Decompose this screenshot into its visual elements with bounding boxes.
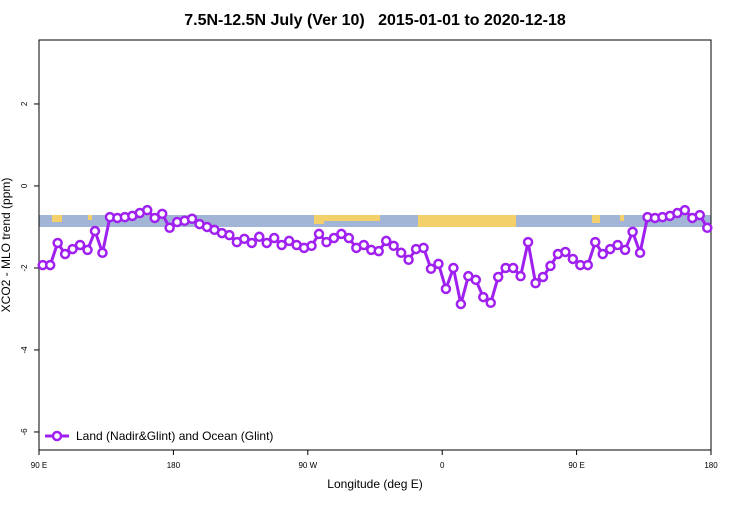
data-point	[59, 248, 71, 260]
data-point	[448, 262, 459, 274]
land	[418, 215, 516, 227]
chart-title: 7.5N-12.5N July (Ver 10) 2015-01-01 to 2…	[184, 12, 566, 29]
x-tick-label: 180	[167, 461, 181, 470]
data-point	[507, 262, 519, 274]
y-tick-label: -6	[20, 428, 29, 436]
plot-frame	[38, 39, 712, 451]
x-tick-label: 90 W	[298, 461, 317, 470]
x-tick-label: 90 E	[568, 461, 584, 470]
data-point	[702, 222, 713, 234]
data-point	[246, 237, 258, 249]
data-point	[537, 271, 549, 283]
data-point	[313, 228, 325, 240]
data-point	[560, 246, 571, 258]
land	[620, 215, 624, 221]
data-point	[612, 239, 623, 251]
x-axis-label: Longitude (deg E)	[327, 477, 422, 491]
data-point	[478, 291, 489, 303]
data-point	[567, 253, 579, 265]
data-point	[321, 236, 332, 248]
data-point	[343, 232, 355, 244]
data-point	[619, 244, 631, 256]
data-point	[336, 228, 347, 240]
data-point	[418, 242, 429, 254]
data-point	[485, 297, 496, 309]
land	[324, 215, 380, 221]
data-point	[82, 244, 93, 256]
x-tick-label: 90 E	[31, 461, 47, 470]
data-point	[634, 247, 646, 259]
data-point	[679, 204, 691, 216]
data-point	[522, 236, 534, 248]
data-point	[89, 225, 101, 237]
data-point	[74, 239, 86, 251]
y-tick-label: 2	[20, 101, 29, 106]
data-point	[268, 232, 280, 244]
data-point	[164, 222, 175, 234]
data-point	[306, 240, 317, 252]
data-point	[186, 213, 198, 225]
x-tick-label: 180	[704, 461, 718, 470]
data-point	[67, 243, 78, 255]
y-axis-label: XCO2 - MLO trend (ppm)	[0, 178, 13, 313]
land	[88, 215, 92, 220]
data-point	[515, 270, 526, 282]
data-point	[156, 208, 168, 220]
data-point	[358, 239, 370, 251]
data-point	[545, 260, 556, 272]
data-point	[149, 212, 160, 224]
data-point	[283, 235, 295, 247]
data-point	[261, 237, 272, 249]
data-point	[142, 204, 153, 216]
data-point	[224, 229, 235, 241]
data-point	[433, 258, 444, 270]
data-point	[52, 237, 63, 249]
data-point	[627, 226, 638, 238]
data-point	[492, 271, 504, 283]
land	[52, 215, 62, 222]
data-point	[97, 247, 108, 259]
data-point	[470, 274, 482, 286]
data-point	[590, 236, 601, 248]
y-tick-label: -2	[20, 264, 29, 272]
data-point	[276, 239, 287, 251]
data-point	[694, 209, 706, 221]
data-point	[425, 263, 437, 275]
data-point	[403, 254, 414, 266]
land	[592, 215, 600, 223]
data-point	[597, 248, 608, 260]
x-tick-label: 0	[440, 461, 445, 470]
y-tick-label: 0	[20, 183, 29, 188]
data-point	[239, 233, 250, 245]
data-point	[254, 231, 265, 243]
y-tick-label: -4	[20, 346, 29, 354]
data-point	[328, 232, 340, 244]
data-point	[44, 259, 56, 271]
legend-marker	[51, 430, 63, 442]
data-point	[582, 259, 594, 271]
data-point	[388, 240, 399, 252]
data-point	[440, 283, 452, 295]
data-point	[455, 298, 467, 310]
data-point	[373, 245, 384, 257]
land	[314, 215, 324, 224]
data-point	[395, 247, 407, 259]
data-point	[380, 235, 392, 247]
data-point	[604, 243, 616, 255]
data-point	[530, 277, 541, 289]
legend-label: Land (Nadir&Glint) and Ocean (Glint)	[76, 429, 273, 443]
